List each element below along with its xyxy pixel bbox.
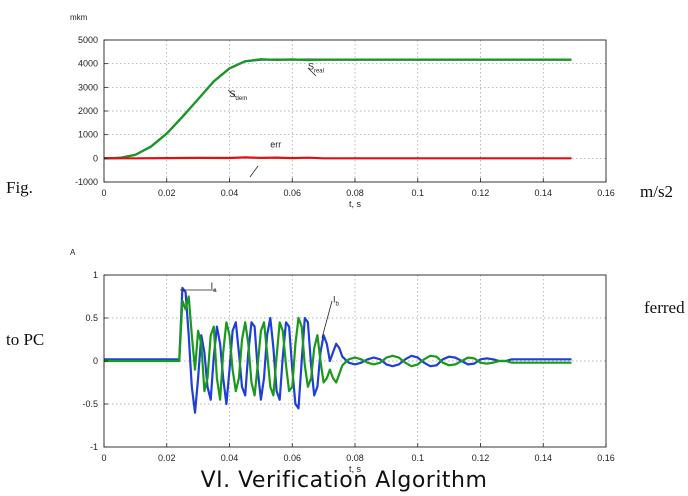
annotation-sub: a [213, 288, 217, 294]
y-tick-label: 3000 [78, 82, 98, 92]
series-line-err [104, 156, 572, 160]
x-tick-label: 0.16 [597, 188, 615, 198]
y-tick-label: 2000 [78, 106, 98, 116]
x-tick-label: 0.06 [283, 453, 301, 463]
annotation-main: S [308, 62, 314, 72]
x-tick-label: 0.1 [411, 453, 424, 463]
leader-err [249, 165, 259, 178]
x-tick-label: 0.08 [346, 188, 364, 198]
y-tick-label: 1000 [78, 130, 98, 140]
x-tick-label: 0.16 [597, 453, 615, 463]
text-fragment-ms2: m/s2 [640, 182, 674, 201]
x-tick-label: 0.12 [472, 453, 490, 463]
series-line-ib [104, 295, 572, 401]
annotation-main: I [333, 295, 336, 305]
x-tick-label: 0.08 [346, 453, 364, 463]
y-tick-label: 0.5 [85, 313, 98, 323]
section-heading: VI. Verification Algorithm [200, 468, 488, 493]
x-tick-label: 0.14 [534, 188, 552, 198]
x-tick-label: 0.04 [221, 453, 239, 463]
annotation-ia: Ia [211, 281, 218, 294]
annotation-sub: dem [236, 96, 248, 102]
series-line-sreal [103, 58, 572, 160]
annotation-ib: Ib [333, 295, 340, 308]
annotation-sub: real [314, 69, 324, 75]
x-tick-label: 0.12 [472, 188, 490, 198]
x-axis-label: t, s [349, 464, 362, 474]
unit-label: mkm [70, 13, 88, 22]
text-fragment-fig: Fig. [6, 178, 33, 197]
y-tick-label: -0.5 [82, 399, 98, 409]
y-tick-label: 0 [93, 153, 98, 163]
x-tick-label: 0.06 [283, 188, 301, 198]
leader-ib [321, 300, 333, 339]
x-tick-label: 0.02 [158, 453, 176, 463]
x-axis-label: t, s [349, 199, 362, 209]
y-tick-label: 1 [93, 270, 98, 280]
annotation-err: err [270, 140, 281, 150]
x-tick-label: 0 [101, 453, 106, 463]
annotation-main: I [211, 281, 214, 291]
annotation-sub: b [336, 302, 340, 308]
x-tick-label: 0 [101, 188, 106, 198]
y-tick-label: 4000 [78, 59, 98, 69]
text-fragment-ferred: ferred [644, 298, 685, 317]
y-tick-label: -1000 [75, 177, 98, 187]
text-fragment-to-pc: to PC [6, 330, 45, 349]
x-tick-label: 0.02 [158, 188, 176, 198]
leader-sreal [307, 67, 317, 77]
leader-sdem [227, 89, 237, 98]
x-tick-label: 0.14 [534, 453, 552, 463]
annotation-main: err [270, 140, 281, 150]
y-tick-label: 0 [93, 356, 98, 366]
x-tick-label: 0.04 [221, 188, 239, 198]
y-tick-label: -1 [90, 442, 98, 452]
series-line-ia [104, 286, 572, 414]
y-tick-label: 5000 [78, 35, 98, 45]
annotation-sreal: Sreal [308, 62, 324, 75]
unit-label: A [70, 248, 76, 257]
x-tick-label: 0.1 [411, 188, 424, 198]
